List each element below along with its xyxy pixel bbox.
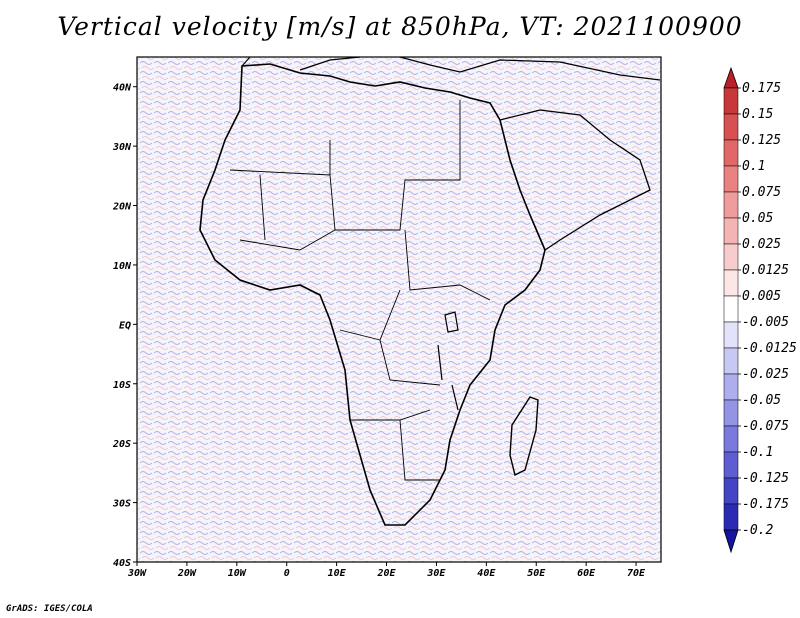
map-frame: [136, 56, 662, 563]
colorbar-swatch: [723, 113, 739, 141]
colorbar-label: 0.05: [742, 211, 773, 226]
lat-label: 10N: [113, 261, 132, 272]
colorbar-swatch: [723, 217, 739, 245]
colorbar-swatch: [723, 477, 739, 505]
arabia-outline: [499, 109, 651, 251]
colorbar-label: 0.15: [742, 107, 773, 122]
map-title: Vertical velocity [m/s] at 850hPa, VT: 2…: [57, 12, 743, 41]
colorbar-swatch: [723, 165, 739, 193]
lat-label: 30S: [112, 499, 131, 510]
colorbar-label: 0.0125: [742, 263, 789, 278]
colorbar-label: 0.025: [742, 237, 781, 252]
colorbar-label: -0.125: [742, 471, 789, 486]
lat-label: 20S: [112, 439, 131, 450]
colorbar-label: 0.1: [742, 159, 765, 174]
lon-label: 50E: [527, 568, 546, 579]
lake-outlines: [437, 311, 459, 411]
colorbar-label: 0.175: [742, 81, 781, 96]
colorbar-label: 0.125: [742, 133, 781, 148]
lon-label: 10E: [328, 568, 347, 579]
country-borders: [229, 100, 491, 481]
lon-label: 0: [284, 568, 290, 579]
europe-coast: [241, 56, 661, 81]
lon-label: 70E: [627, 568, 646, 579]
colorbar-swatch: [723, 451, 739, 479]
lon-label: 30W: [127, 568, 147, 579]
lat-label: 20N: [112, 202, 132, 213]
lon-label: 10W: [228, 568, 247, 579]
colorbar-swatch: [723, 347, 739, 375]
latitude-axis: 40N 30N 20N 10N EQ 10S 20S 30S 40S: [112, 83, 137, 569]
lon-label: 30E: [426, 568, 446, 579]
colorbar-swatch: [723, 87, 739, 115]
colorbar-swatch: [723, 191, 739, 219]
map-background: [137, 57, 661, 562]
colorbar-swatch: [723, 243, 739, 271]
colorbar: 0.175 0.15 0.125 0.1 0.075 0.05 0.025 0.0125 0.0…: [723, 66, 797, 554]
lon-label: 20E: [376, 568, 396, 579]
colorbar-swatch: [723, 503, 739, 531]
colorbar-swatch: [723, 399, 739, 427]
colorbar-label: -0.175: [742, 497, 789, 512]
colorbar-label: 0.075: [742, 185, 781, 200]
colorbar-swatch: [723, 321, 739, 349]
lat-label: 10S: [113, 380, 131, 391]
colorbar-label: -0.1: [742, 445, 773, 460]
lat-label: 30N: [112, 142, 132, 153]
colorbar-top-arrow: [723, 66, 739, 89]
colorbar-bottom-arrow: [723, 529, 739, 554]
longitude-axis: 30W 20W 10W 0 10E 20E 30E 40E 50E 60E 70E: [127, 562, 646, 579]
lon-label: 20W: [177, 568, 197, 579]
madagascar-outline: [509, 396, 539, 477]
colorbar-label: -0.2: [742, 523, 773, 538]
colorbar-label: -0.005: [742, 315, 789, 330]
colorbar-label: -0.075: [742, 419, 789, 434]
colorbar-swatch: [723, 139, 739, 167]
lon-label: 60E: [577, 568, 596, 579]
colorbar-label: -0.0125: [742, 341, 797, 356]
colorbar-swatch: [723, 373, 739, 401]
lat-label: EQ: [119, 320, 131, 331]
colorbar-swatch: [723, 295, 739, 323]
lon-label: 40E: [477, 568, 496, 579]
colorbar-label: -0.025: [742, 367, 789, 382]
africa-outline: [199, 63, 546, 526]
colorbar-swatch: [723, 269, 739, 297]
lat-label: 40N: [113, 83, 132, 94]
lat-label: 40S: [113, 558, 131, 569]
colorbar-label: -0.05: [742, 393, 781, 408]
footer-credit: GrADS: IGES/COLA: [6, 604, 93, 614]
colorbar-swatch: [723, 425, 739, 453]
map-area: [136, 56, 662, 563]
colorbar-label: 0.005: [742, 289, 781, 304]
